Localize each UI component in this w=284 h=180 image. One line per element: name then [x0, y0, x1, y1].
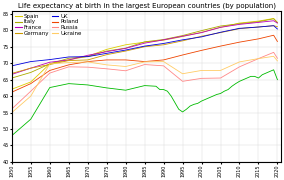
Legend: Spain, Italy, France, Germany, UK, Poland, Russia, Ukraine: Spain, Italy, France, Germany, UK, Polan…	[14, 13, 82, 36]
Title: Life expectancy at birth in the largest European countries (by population): Life expectancy at birth in the largest …	[18, 3, 275, 9]
